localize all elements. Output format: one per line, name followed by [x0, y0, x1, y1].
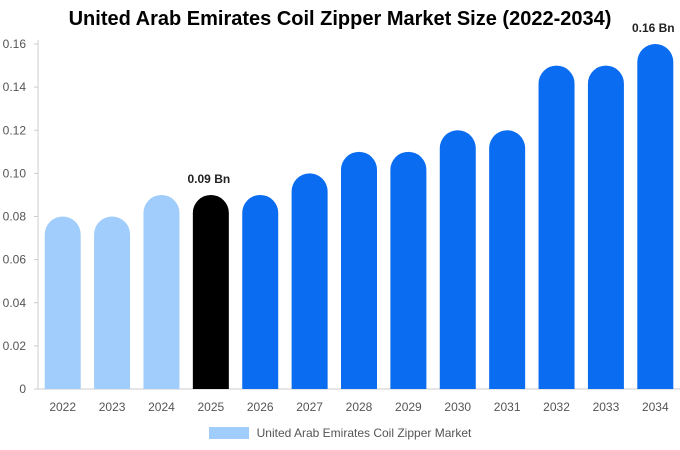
legend-label: United Arab Emirates Coil Zipper Market — [256, 426, 472, 440]
labels: 2022 2023 2024 2025 2026 2027 2028 2029 2030 2031… — [49, 21, 674, 414]
x-tick-label: 2029 — [395, 400, 422, 414]
x-tick-label: 2032 — [543, 400, 570, 414]
y-tick-label: 0.02 — [3, 339, 27, 353]
y-tick-label: 0.14 — [3, 80, 27, 94]
bars — [44, 44, 674, 390]
y-tick-label: 0.04 — [3, 296, 27, 310]
x-tick-label: 2023 — [99, 400, 126, 414]
x-tick-label: 2028 — [346, 400, 373, 414]
bar-2032 — [538, 65, 575, 389]
chart-title: United Arab Emirates Coil Zipper Market … — [68, 8, 612, 30]
data-label: 0.09 Bn — [188, 172, 231, 186]
bar-2033 — [587, 65, 624, 389]
x-tick-label: 2027 — [296, 400, 323, 414]
bar-2029 — [390, 151, 427, 389]
bar-2025 — [192, 194, 229, 389]
x-tick-label: 2034 — [642, 400, 669, 414]
y-tick-label: 0.08 — [3, 210, 27, 224]
x-tick-label: 2026 — [247, 400, 274, 414]
x-tick-label: 2022 — [49, 400, 76, 414]
y-tick-label: 0 — [19, 382, 26, 396]
y-tick-label: 0.16 — [3, 37, 27, 51]
x-tick-label: 2033 — [593, 400, 620, 414]
bar-2031 — [489, 130, 526, 389]
x-tick-label: 2024 — [148, 400, 175, 414]
bar-2028 — [341, 151, 377, 389]
y-tick-label: 0.12 — [3, 123, 27, 137]
bar-2022 — [44, 216, 81, 389]
bar-2034 — [637, 44, 674, 389]
bar-2027 — [291, 173, 328, 389]
x-tick-label: 2025 — [197, 400, 224, 414]
legend-swatch — [208, 427, 249, 439]
bar-2026 — [242, 194, 279, 389]
y-tick-label: 0.10 — [3, 166, 27, 180]
legend: United Arab Emirates Coil Zipper Market — [0, 426, 680, 440]
bar-2030 — [439, 130, 476, 390]
x-tick-label: 2031 — [494, 400, 521, 414]
x-tick-label: 2030 — [444, 400, 471, 414]
bar-2023 — [94, 216, 131, 389]
bar-2024 — [143, 194, 180, 389]
y-tick-label: 0.06 — [3, 253, 27, 267]
data-label: 0.16 Bn — [632, 21, 675, 35]
